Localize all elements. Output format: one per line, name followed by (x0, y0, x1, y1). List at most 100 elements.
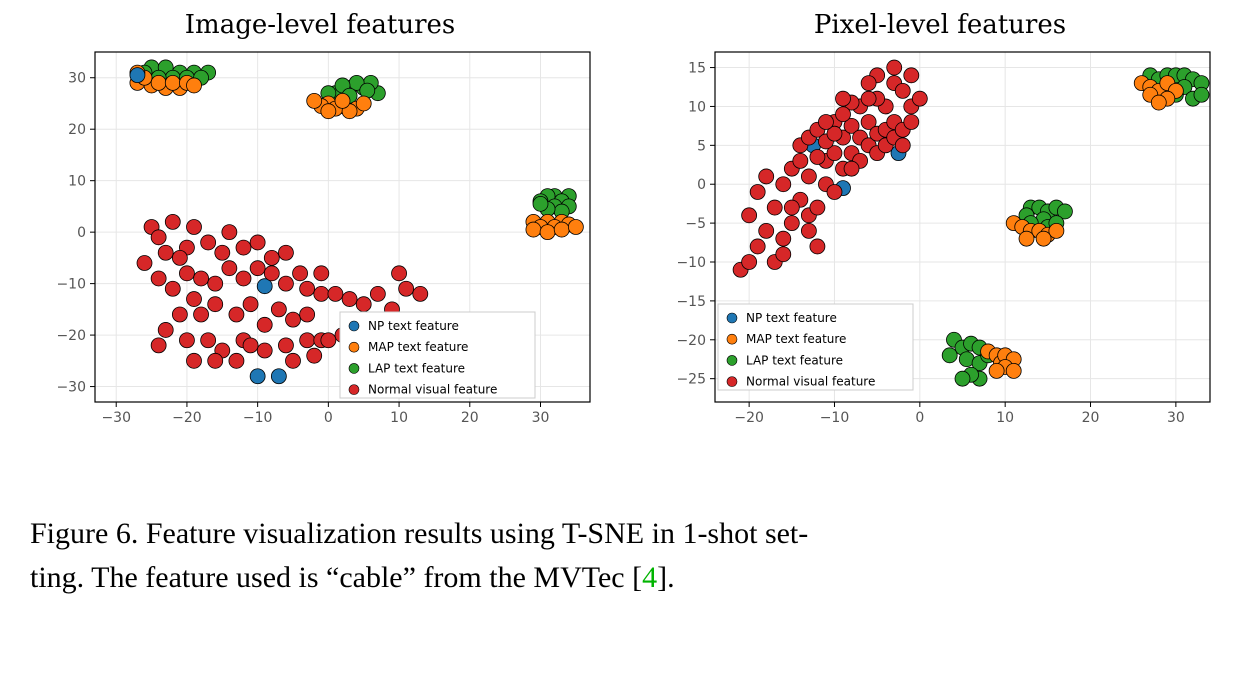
normal-point (392, 266, 407, 281)
svg-text:10: 10 (688, 99, 706, 115)
normal-point (172, 250, 187, 265)
title-pixel-level: Pixel-level features (660, 10, 1220, 40)
normal-point (818, 115, 833, 130)
normal-point (827, 185, 842, 200)
normal-point (278, 338, 293, 353)
legend-marker-lap (349, 363, 359, 373)
normal-point (887, 60, 902, 75)
normal-point (208, 353, 223, 368)
map-point (321, 104, 336, 119)
normal-point (750, 239, 765, 254)
legend-marker-normal (349, 385, 359, 395)
svg-text:−10: −10 (56, 277, 86, 293)
normal-point (767, 200, 782, 215)
normal-point (314, 286, 329, 301)
normal-point (742, 255, 757, 270)
svg-text:−20: −20 (676, 333, 706, 349)
citation-ref[interactable]: 4 (642, 561, 657, 594)
normal-point (165, 214, 180, 229)
normal-point (208, 276, 223, 291)
svg-text:0: 0 (77, 225, 86, 241)
normal-point (165, 281, 180, 296)
normal-point (187, 292, 202, 307)
map-point (568, 220, 583, 235)
caption-text-a: Feature visualization results using T-SN… (138, 517, 808, 550)
normal-point (810, 200, 825, 215)
svg-text:−20: −20 (734, 410, 764, 426)
svg-text:20: 20 (1082, 410, 1100, 426)
normal-point (236, 271, 251, 286)
legend: NP text featureMAP text featureLAP text … (340, 312, 535, 398)
charts-row: Image-level features −30−20−100102030−30… (30, 10, 1230, 442)
map-point (187, 78, 202, 93)
legend-label-map: MAP text feature (746, 332, 846, 346)
normal-point (151, 271, 166, 286)
normal-point (742, 208, 757, 223)
normal-point (314, 266, 329, 281)
caption-prefix: Figure 6. (30, 517, 138, 550)
normal-point (300, 281, 315, 296)
normal-point (861, 76, 876, 91)
svg-text:10: 10 (390, 410, 408, 426)
normal-point (784, 200, 799, 215)
legend-label-normal: Normal visual feature (746, 375, 875, 389)
normal-point (321, 333, 336, 348)
legend-marker-map (349, 342, 359, 352)
normal-point (342, 292, 357, 307)
figure-caption: Figure 6. Feature visualization results … (30, 512, 1230, 599)
normal-point (801, 223, 816, 238)
svg-text:−10: −10 (676, 255, 706, 271)
normal-point (328, 286, 343, 301)
legend-marker-np (727, 313, 737, 323)
legend-marker-np (349, 321, 359, 331)
normal-point (300, 307, 315, 322)
map-point (307, 93, 322, 108)
lap-point (533, 196, 548, 211)
normal-point (307, 348, 322, 363)
normal-point (844, 161, 859, 176)
normal-point (151, 338, 166, 353)
map-point (165, 75, 180, 90)
map-point (1049, 223, 1064, 238)
normal-point (300, 333, 315, 348)
legend-label-np: NP text feature (368, 319, 459, 333)
normal-point (208, 297, 223, 312)
normal-point (243, 338, 258, 353)
normal-point (370, 286, 385, 301)
np-point (250, 369, 265, 384)
legend-label-np: NP text feature (746, 311, 837, 325)
normal-point (399, 281, 414, 296)
map-point (151, 75, 166, 90)
normal-point (201, 235, 216, 250)
map-point (1151, 95, 1166, 110)
map-point (356, 96, 371, 111)
map-point (540, 225, 555, 240)
normal-point (904, 68, 919, 83)
svg-text:30: 30 (1167, 410, 1185, 426)
normal-point (201, 333, 216, 348)
normal-point (286, 312, 301, 327)
normal-point (264, 250, 279, 265)
normal-point (759, 169, 774, 184)
normal-point (776, 231, 791, 246)
normal-point (158, 245, 173, 260)
map-point (1006, 363, 1021, 378)
normal-point (286, 353, 301, 368)
normal-point (278, 245, 293, 260)
svg-text:0: 0 (324, 410, 333, 426)
normal-point (278, 276, 293, 291)
normal-point (222, 261, 237, 276)
svg-text:30: 30 (68, 71, 86, 87)
normal-point (172, 307, 187, 322)
normal-point (250, 235, 265, 250)
panel-pixel-level: Pixel-level features −20−100102030−25−20… (660, 10, 1220, 442)
normal-point (836, 107, 851, 122)
normal-point (912, 91, 927, 106)
svg-text:−25: −25 (676, 372, 706, 388)
svg-text:10: 10 (68, 174, 86, 190)
normal-point (229, 353, 244, 368)
normal-point (784, 216, 799, 231)
page-root: Image-level features −30−20−100102030−30… (0, 0, 1260, 685)
legend-marker-normal (727, 377, 737, 387)
normal-point (810, 150, 825, 165)
